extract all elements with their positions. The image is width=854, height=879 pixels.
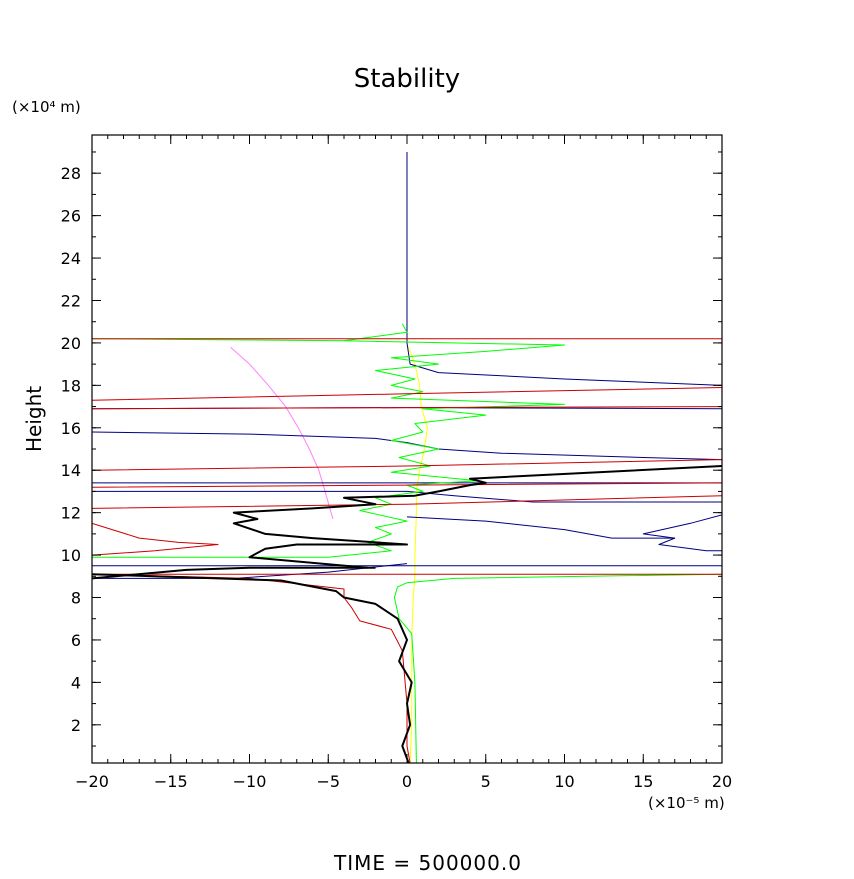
y-tick-label: 14 xyxy=(61,461,81,480)
series-line-22 xyxy=(92,573,411,763)
x-tick-label: 0 xyxy=(402,772,412,791)
series-line-1 xyxy=(230,346,334,520)
chart-title: Stability xyxy=(353,64,461,94)
series-line-17 xyxy=(92,406,722,410)
x-tick-label: 15 xyxy=(633,772,653,791)
x-tick-label: 5 xyxy=(481,772,491,791)
y-tick-label: 10 xyxy=(61,546,81,565)
y-tick-label: 26 xyxy=(61,207,81,226)
y-tick-label: 20 xyxy=(61,334,81,353)
series-line-18 xyxy=(92,459,722,471)
series-line-21 xyxy=(92,522,219,556)
y-tick-label: 6 xyxy=(71,631,81,650)
series-line-19 xyxy=(92,482,722,488)
y-tick-label: 24 xyxy=(61,249,81,268)
series-line-26 xyxy=(232,465,722,569)
axis-layer: −20 −15 −10 −5 0 5 10 15 20246810121416182022242… xyxy=(61,135,732,791)
x-tick-label: 10 xyxy=(554,772,574,791)
y-tick-label: 2 xyxy=(71,716,81,735)
series-line-20 xyxy=(92,495,722,509)
series-line-6 xyxy=(406,516,722,552)
series-line-25 xyxy=(92,566,376,580)
y-axis-scale-label: (×10⁴ m) xyxy=(12,98,81,116)
y-tick-label: 8 xyxy=(71,589,81,608)
x-tick-label: −5 xyxy=(316,772,340,791)
series-line-12 xyxy=(393,573,722,763)
series-line-2 xyxy=(408,347,428,763)
plot-frame xyxy=(91,134,723,764)
series-line-24 xyxy=(92,573,413,763)
series-line-16 xyxy=(92,387,722,401)
y-tick-label: 16 xyxy=(61,419,81,438)
y-tick-label: 12 xyxy=(61,504,81,523)
series-line-7 xyxy=(642,514,722,539)
series-layer xyxy=(92,152,722,763)
series-line-14 xyxy=(343,323,408,342)
x-tick-label: −10 xyxy=(233,772,267,791)
x-tick-label: 20 xyxy=(712,772,732,791)
series-line-3 xyxy=(406,152,722,386)
y-tick-label: 22 xyxy=(61,291,81,310)
series-line-13 xyxy=(92,338,565,558)
y-tick-label: 4 xyxy=(71,673,81,692)
x-axis-scale-label: (×10⁻⁵ m) xyxy=(648,794,725,812)
y-tick-label: 18 xyxy=(61,376,81,395)
x-tick-label: −15 xyxy=(154,772,188,791)
time-label: TIME = 500000.0 xyxy=(334,851,522,875)
x-tick-label: −20 xyxy=(75,772,109,791)
y-tick-label: 28 xyxy=(61,164,81,183)
